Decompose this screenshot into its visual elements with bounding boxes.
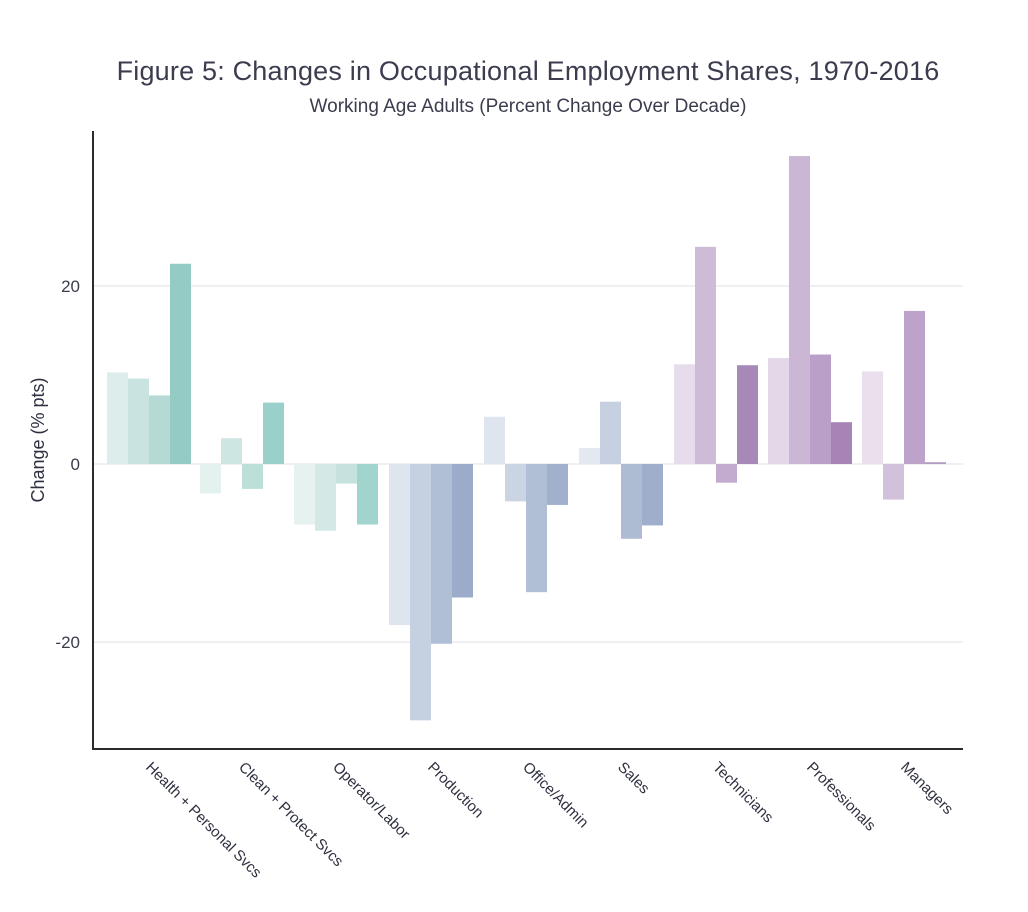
bar-3-3 — [336, 464, 357, 484]
bar-5-3 — [526, 464, 547, 593]
bar-7-4 — [737, 365, 758, 464]
bar-7-1 — [674, 364, 695, 464]
bar-9-1 — [862, 371, 883, 464]
x-category-label: Production — [424, 759, 487, 822]
bar-4-3 — [431, 464, 452, 644]
x-category-label: Managers — [897, 759, 956, 818]
bar-6-3 — [621, 464, 642, 539]
bar-4-2 — [410, 464, 431, 721]
bar-1-4 — [170, 263, 191, 464]
bar-9-4 — [925, 462, 946, 464]
bar-8-3 — [810, 354, 831, 464]
bar-8-1 — [768, 358, 789, 464]
bar-1-3 — [149, 395, 170, 464]
bar-4-1 — [389, 464, 410, 626]
bar-5-1 — [484, 416, 505, 464]
bar-6-4 — [642, 464, 663, 526]
bar-7-2 — [695, 246, 716, 464]
x-category-label: Operator/Labor — [329, 759, 413, 843]
x-category-label: Sales — [614, 759, 653, 798]
x-category-label: Office/Admin — [519, 759, 592, 832]
x-category-label: Technicians — [709, 759, 776, 826]
y-axis-title: Change (% pts) — [28, 377, 48, 502]
bar-9-3 — [904, 310, 925, 464]
bar-8-4 — [831, 422, 852, 464]
bar-8-2 — [789, 156, 810, 464]
bar-1-1 — [107, 372, 128, 464]
bar-5-4 — [547, 464, 568, 505]
y-tick-label: 20 — [61, 277, 80, 296]
chart-title: Figure 5: Changes in Occupational Employ… — [116, 56, 940, 86]
bar-5-2 — [505, 464, 526, 502]
chart-subtitle: Working Age Adults (Percent Change Over … — [309, 96, 747, 117]
bar-2-3 — [242, 464, 263, 489]
y-tick-label: -20 — [55, 633, 80, 652]
bar-3-1 — [294, 464, 315, 525]
bar-3-4 — [357, 464, 378, 525]
x-category-label: Professionals — [803, 759, 879, 835]
bar-1-2 — [128, 378, 149, 464]
y-tick-label: 0 — [71, 455, 80, 474]
bar-2-1 — [200, 464, 221, 494]
bar-9-2 — [883, 464, 904, 500]
bar-layer — [107, 156, 946, 721]
bar-3-2 — [315, 464, 336, 531]
bar-7-3 — [716, 464, 737, 483]
bar-2-2 — [221, 438, 242, 464]
tick-layer: -20 0 20 — [55, 277, 80, 652]
bar-2-4 — [263, 402, 284, 464]
bar-6-2 — [600, 401, 621, 464]
x-category-label: Clean + Protect Svcs — [235, 759, 346, 870]
bar-6-1 — [579, 447, 600, 464]
bar-4-4 — [452, 464, 473, 598]
